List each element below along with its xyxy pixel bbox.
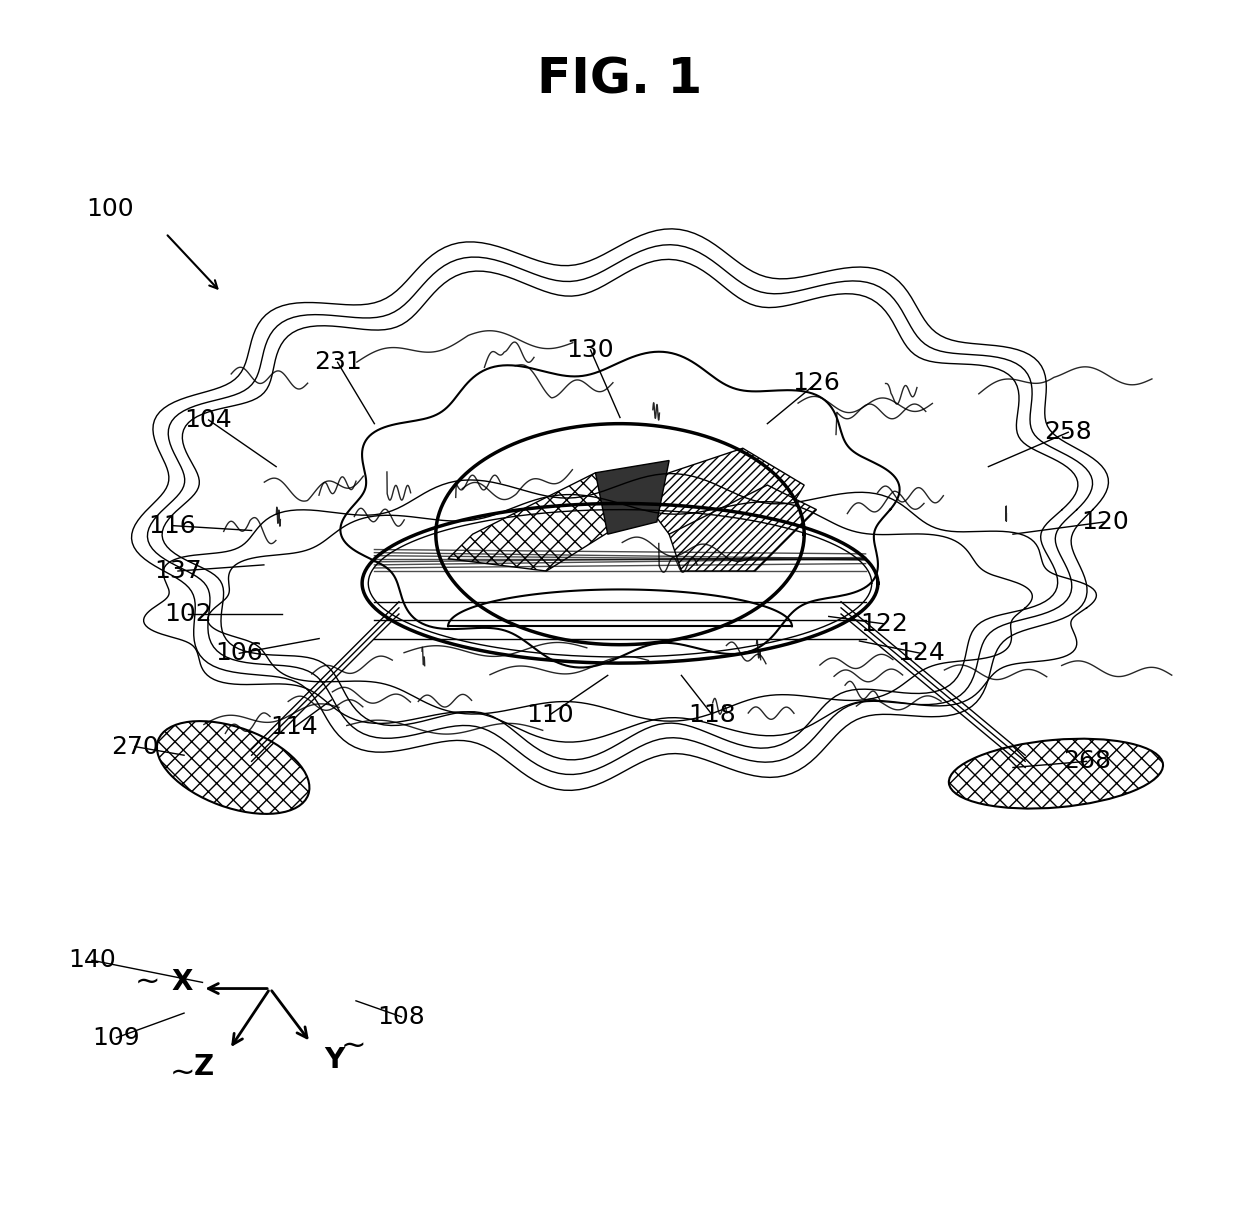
Text: Z: Z xyxy=(193,1052,213,1081)
Text: ~: ~ xyxy=(134,968,160,997)
Polygon shape xyxy=(670,485,816,571)
Text: 100: 100 xyxy=(87,196,134,221)
Text: 104: 104 xyxy=(185,408,232,432)
Text: 124: 124 xyxy=(897,641,945,666)
Text: 268: 268 xyxy=(1063,749,1111,774)
Polygon shape xyxy=(632,448,805,546)
Text: 122: 122 xyxy=(861,612,908,636)
Text: FIG. 1: FIG. 1 xyxy=(537,55,703,104)
Ellipse shape xyxy=(949,739,1163,808)
Text: ~: ~ xyxy=(170,1059,196,1088)
Text: ~: ~ xyxy=(341,1032,367,1060)
Text: Y: Y xyxy=(324,1046,343,1074)
Text: 109: 109 xyxy=(93,1025,140,1050)
Text: 106: 106 xyxy=(216,641,263,666)
Text: 102: 102 xyxy=(164,602,212,626)
Text: X: X xyxy=(171,969,192,996)
Text: 118: 118 xyxy=(688,702,737,727)
Text: 120: 120 xyxy=(1081,510,1128,534)
Text: 258: 258 xyxy=(1044,420,1092,445)
Ellipse shape xyxy=(157,721,310,814)
Text: 270: 270 xyxy=(112,734,159,759)
Text: 114: 114 xyxy=(270,715,319,739)
Text: 110: 110 xyxy=(526,702,574,727)
Text: 116: 116 xyxy=(148,513,196,538)
Polygon shape xyxy=(448,473,645,571)
Text: 130: 130 xyxy=(567,338,614,362)
Text: 126: 126 xyxy=(792,371,841,395)
Polygon shape xyxy=(595,460,670,534)
Text: 140: 140 xyxy=(68,948,115,973)
Text: 108: 108 xyxy=(377,1005,425,1029)
Text: 231: 231 xyxy=(314,350,361,375)
Text: 137: 137 xyxy=(154,559,202,583)
